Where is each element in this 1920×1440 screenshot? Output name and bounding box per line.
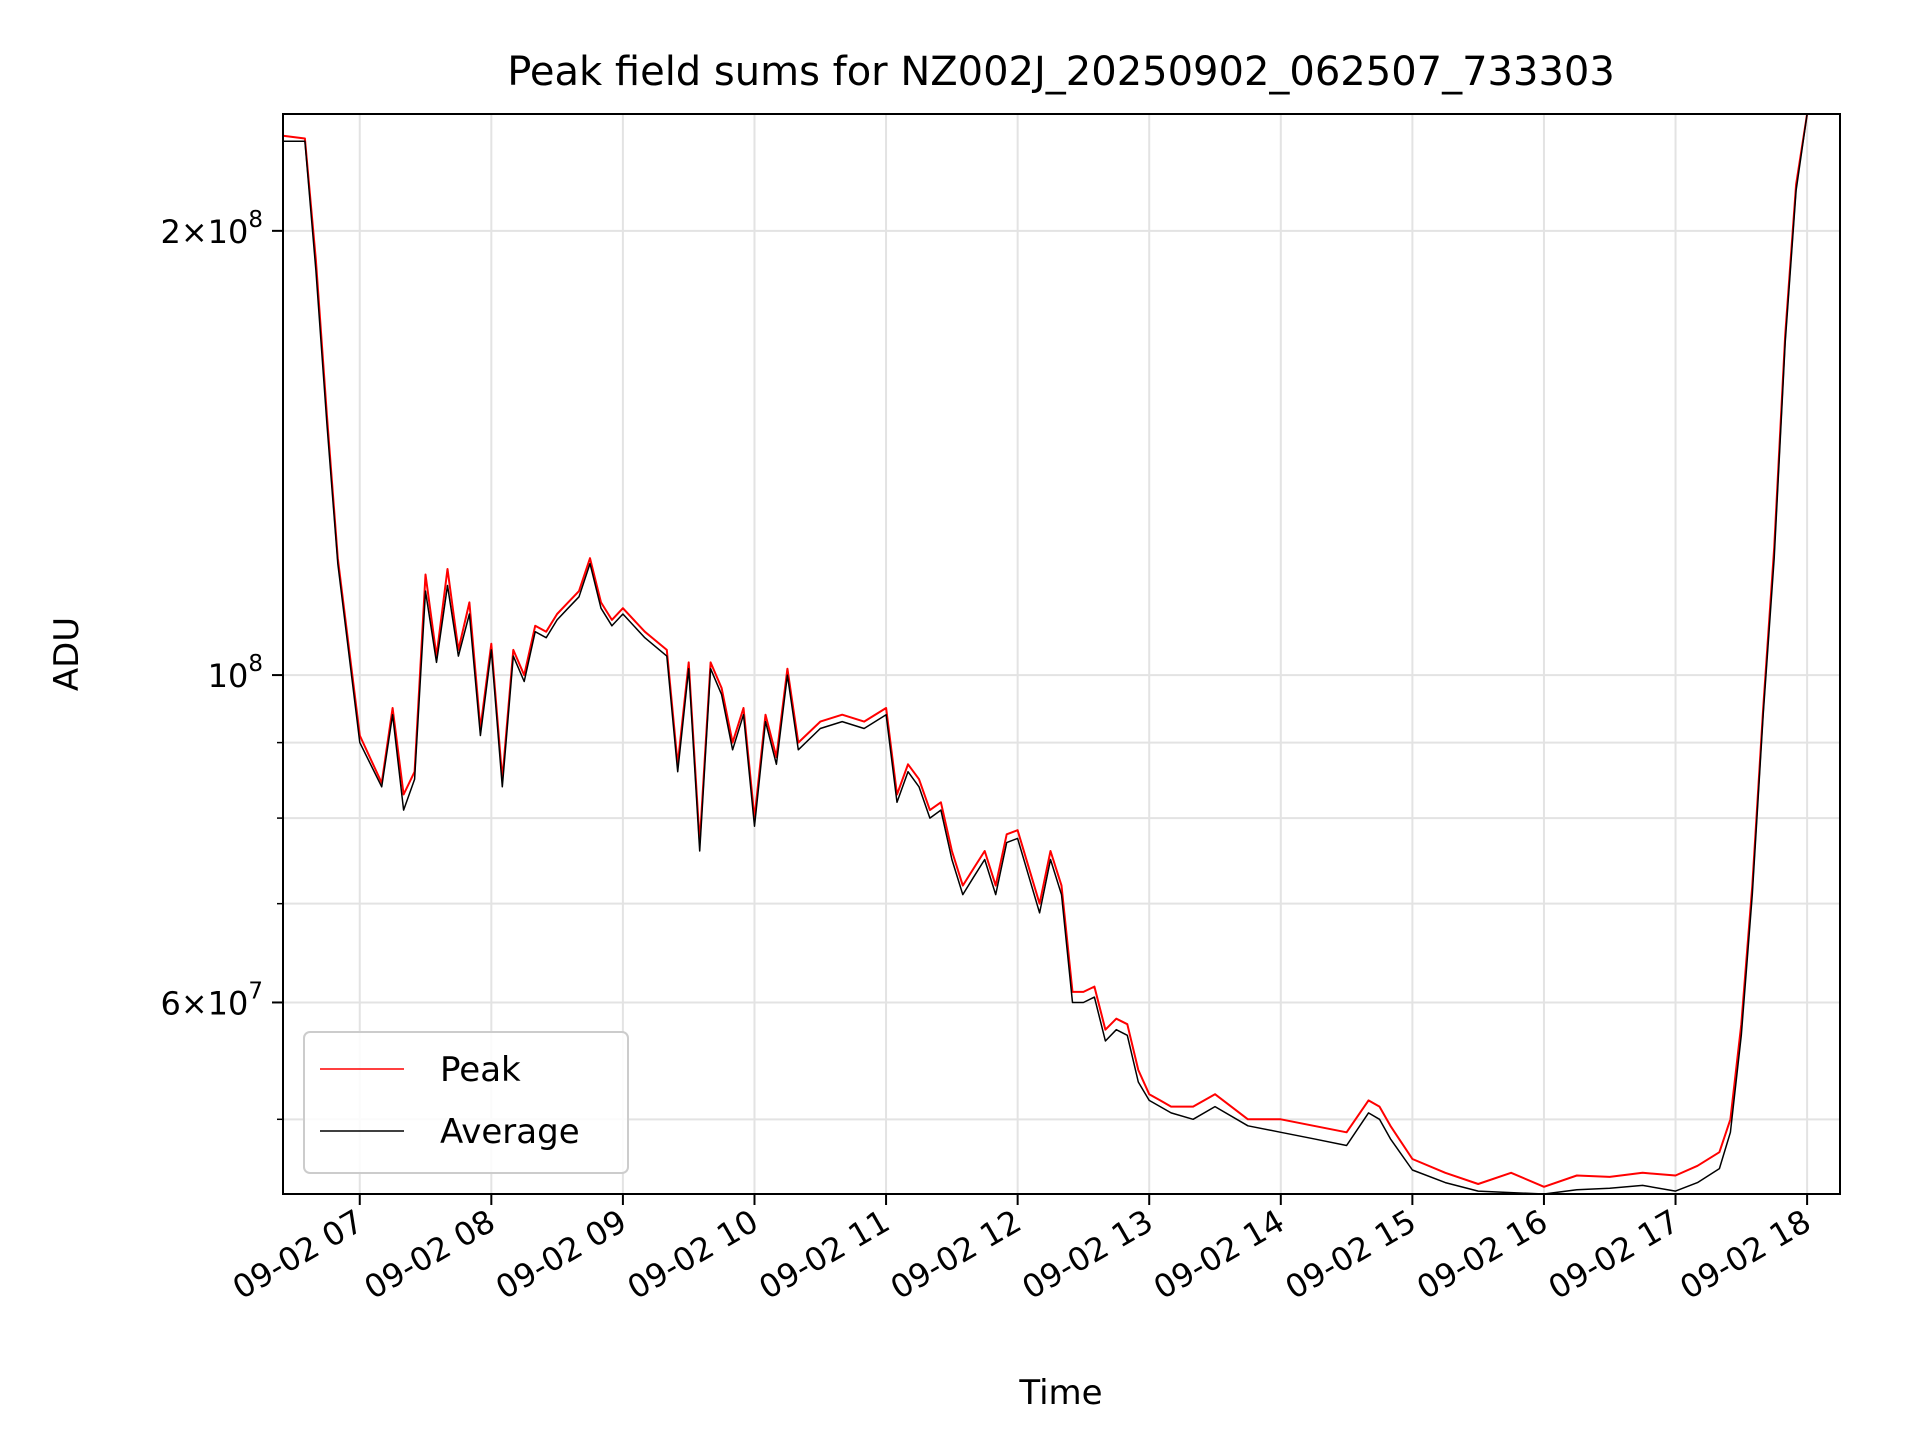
series-line-average (283, 113, 1808, 1195)
x-axis-label: Time (1018, 1373, 1102, 1413)
legend-peak-label: Peak (440, 1050, 521, 1090)
plot-frame (282, 113, 1841, 1195)
chart-title: Peak field sums for NZ002J_20250902_0625… (507, 49, 1615, 95)
y-tick-label: 6×107 (160, 978, 263, 1022)
y-tick-label: 2×108 (160, 207, 263, 251)
y-tick-label: 108 (208, 651, 263, 695)
grid (283, 114, 1840, 1194)
legend-box (303, 1031, 629, 1174)
y-axis-ticks: 2×108 108 6×107 (160, 207, 283, 1121)
legend-average-label: Average (440, 1112, 580, 1152)
plot-lines (282, 113, 1809, 1195)
legend: Peak Average (303, 1031, 629, 1174)
y-axis-label: ADU (47, 617, 87, 691)
